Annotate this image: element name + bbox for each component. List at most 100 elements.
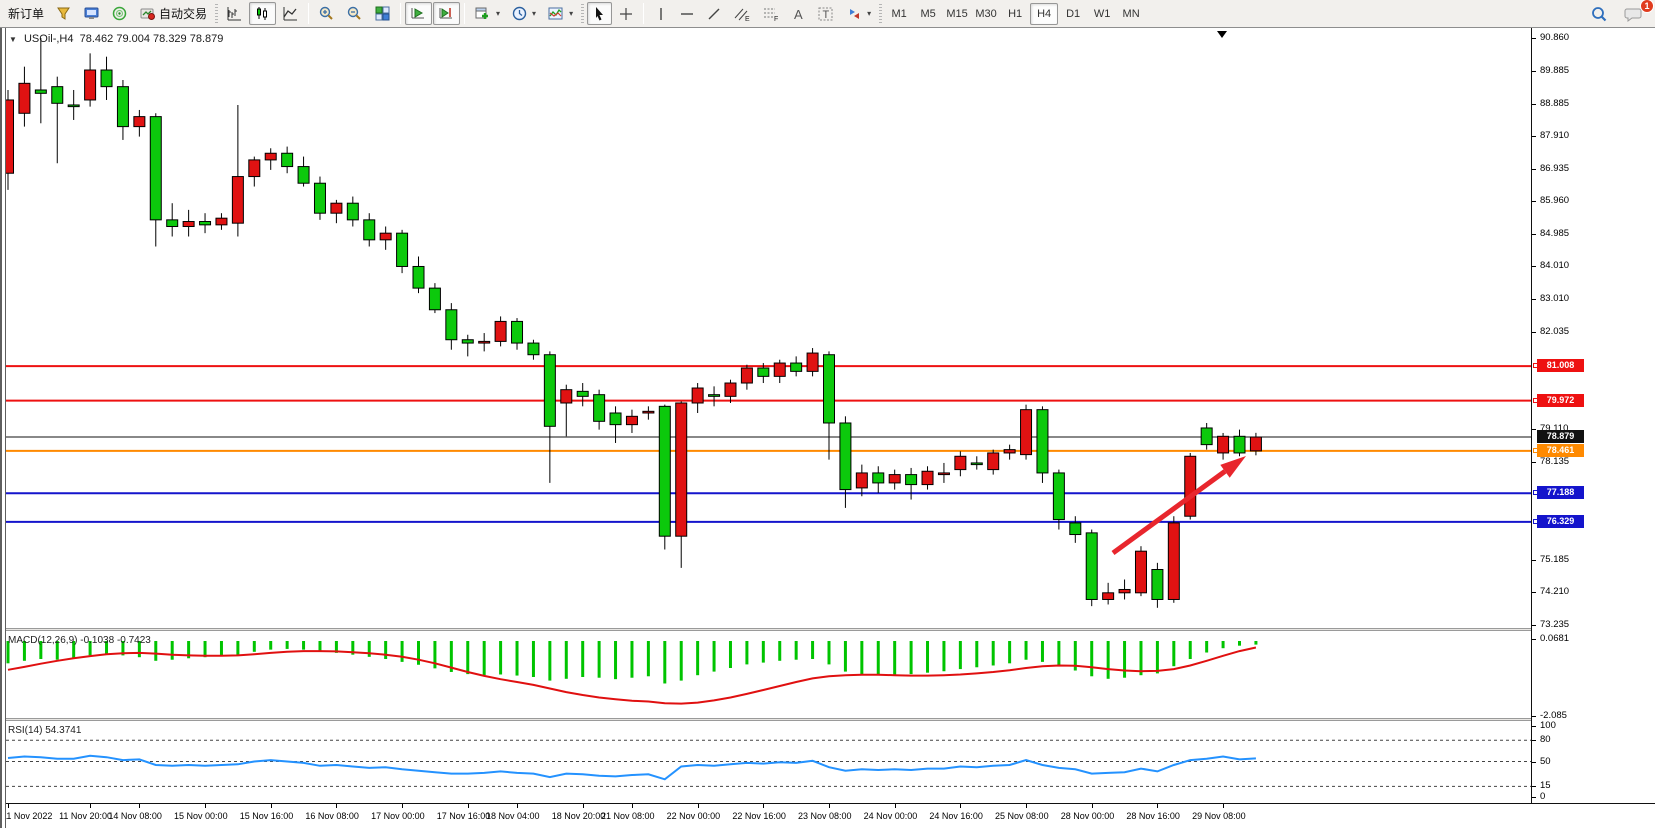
tile-windows-button[interactable]	[369, 2, 396, 25]
timeframe-M15[interactable]: M15	[943, 3, 971, 25]
period-icon	[512, 6, 527, 21]
auto-trading-label: 自动交易	[159, 7, 208, 21]
price-tick: 87.910	[1540, 130, 1570, 142]
time-tick-label: 11 Nov 20:00	[59, 811, 112, 821]
search-button[interactable]	[1585, 2, 1613, 25]
auto-trading-button[interactable]: 自动交易	[134, 2, 212, 25]
bar-chart-button[interactable]	[221, 2, 248, 25]
current-price-label[interactable]: 78.879	[1537, 430, 1584, 443]
timeframe-H4[interactable]: H4	[1030, 2, 1059, 25]
price-tick: 78.135	[1540, 455, 1570, 467]
time-tick-label: 14 Nov 08:00	[108, 811, 162, 821]
macd-pane[interactable]	[0, 631, 1531, 718]
time-tick-label: 21 Nov 08:00	[600, 811, 655, 821]
time-tick-label: 29 Nov 08:00	[1192, 811, 1246, 821]
time-tick-label: 25 Nov 08:00	[995, 811, 1049, 821]
chart-window: ▼ USOil-,H4 78.462 79.004 78.329 78.879 …	[0, 28, 1655, 828]
chevron-down-icon: ▾	[532, 9, 537, 18]
chart-shift-button[interactable]	[433, 2, 461, 25]
price-tick: 83.010	[1540, 293, 1570, 305]
text-label-button[interactable]: T	[812, 2, 840, 25]
shapes-icon	[850, 8, 860, 19]
cursor-icon	[596, 6, 604, 20]
rsi-pane[interactable]	[0, 721, 1531, 802]
line-chart-button[interactable]	[277, 2, 304, 25]
time-axis[interactable]: 11 Nov 2022 11 Nov 20:00 14 Nov 08:00 15 No…	[0, 803, 1655, 828]
text-label-icon: T	[818, 7, 833, 21]
line-chart-icon	[283, 7, 298, 21]
time-tick-label: 24 Nov 00:00	[863, 811, 918, 821]
search-icon	[1592, 6, 1607, 21]
level-price-label[interactable]: 78.461	[1533, 443, 1584, 457]
toolbar-grip	[581, 4, 585, 23]
notifications-button[interactable]: 1	[1619, 0, 1654, 25]
chevron-down-icon: ▾	[867, 9, 872, 18]
timeframe-M30[interactable]: M30	[972, 3, 1000, 25]
time-tick-label: 15 Nov 16:00	[239, 811, 294, 821]
pane-splitter[interactable]	[0, 628, 1655, 631]
time-tick-label: 16 Nov 08:00	[305, 811, 359, 821]
timeframe-M5[interactable]: M5	[914, 3, 942, 25]
trendline-button[interactable]	[701, 2, 727, 25]
channel-icon: E	[734, 8, 750, 22]
time-tick-label: 24 Nov 16:00	[929, 811, 983, 821]
horizontal-line-button[interactable]	[674, 2, 700, 25]
auto-trading-icon	[140, 8, 156, 20]
fibonacci-button[interactable]: F	[757, 2, 785, 25]
timeframe-M1[interactable]: M1	[885, 3, 913, 25]
level-price-label[interactable]: 76.329	[1533, 514, 1584, 528]
timeframe-W1[interactable]: W1	[1088, 3, 1116, 25]
rsi-scale: 15	[1540, 780, 1551, 792]
zoom-out-button[interactable]	[341, 2, 368, 25]
level-price-label[interactable]: 79.972	[1533, 393, 1584, 407]
timeframe-D1[interactable]: D1	[1059, 3, 1087, 25]
candlestick-button[interactable]	[249, 2, 277, 25]
signal-button[interactable]	[106, 2, 133, 25]
rsi-scale: 100	[1540, 720, 1556, 731]
level-price-label[interactable]: 77.188	[1533, 486, 1584, 500]
pane-splitter[interactable]	[0, 718, 1655, 721]
terminal-icon	[84, 7, 99, 19]
svg-text:F: F	[774, 16, 778, 22]
toolbar-separator	[643, 3, 645, 24]
channel-button[interactable]: E	[728, 2, 756, 25]
toolbar-grip	[215, 4, 219, 23]
macd-label: MACD(12,26,9) -0.1038 -0.7423	[8, 635, 151, 646]
crosshair-icon	[620, 7, 633, 20]
price-tick: 73.235	[1540, 618, 1570, 630]
new-chart-icon	[475, 7, 489, 19]
vertical-line-button[interactable]	[648, 2, 673, 25]
level-price-label[interactable]: 81.008	[1533, 359, 1584, 373]
notification-badge: 1	[1640, 0, 1654, 13]
profile-button[interactable]	[50, 2, 77, 25]
terminal-button[interactable]	[78, 2, 105, 25]
zoom-in-button[interactable]	[313, 2, 340, 25]
auto-scroll-button[interactable]	[405, 2, 433, 25]
indicators-button[interactable]: ▾	[542, 2, 578, 25]
new-chart-button[interactable]: ▾	[469, 2, 505, 25]
shapes-button[interactable]: ▾	[841, 2, 876, 25]
rsi-scale: 0	[1540, 791, 1546, 802]
timeframe-MN[interactable]: MN	[1117, 3, 1145, 25]
rsi-scale: 50	[1540, 755, 1551, 767]
time-tick-label: 17 Nov 16:00	[436, 811, 491, 821]
crosshair-button[interactable]	[613, 2, 639, 25]
chevron-down-icon: ▾	[569, 9, 574, 18]
macd-signal-value: -0.7423	[116, 635, 151, 646]
price-axis[interactable]: 90.860 89.885 88.885 87.910 86.935 85.960 84.9…	[1531, 28, 1655, 803]
auto-scroll-icon	[411, 8, 425, 19]
new-order-button[interactable]: 新订单	[3, 2, 49, 25]
level-lines-layer	[0, 365, 1531, 523]
timeframe-group: M1 M5 M15 M30 H1 H4 D1 W1 MN	[885, 2, 1145, 25]
svg-text:A: A	[794, 7, 803, 22]
period-button[interactable]: ▾	[506, 2, 541, 25]
chevron-down-icon: ▼	[9, 35, 17, 44]
zoom-out-icon	[347, 6, 361, 20]
rsi-line	[7, 754, 1256, 781]
cursor-button[interactable]	[587, 2, 613, 25]
candlestick-chart[interactable]	[0, 28, 1531, 628]
text-button[interactable]: A	[786, 2, 811, 25]
time-tick-label: 17 Nov 00:00	[371, 811, 425, 821]
fibonacci-icon: F	[764, 8, 778, 22]
timeframe-H1[interactable]: H1	[1001, 3, 1029, 25]
